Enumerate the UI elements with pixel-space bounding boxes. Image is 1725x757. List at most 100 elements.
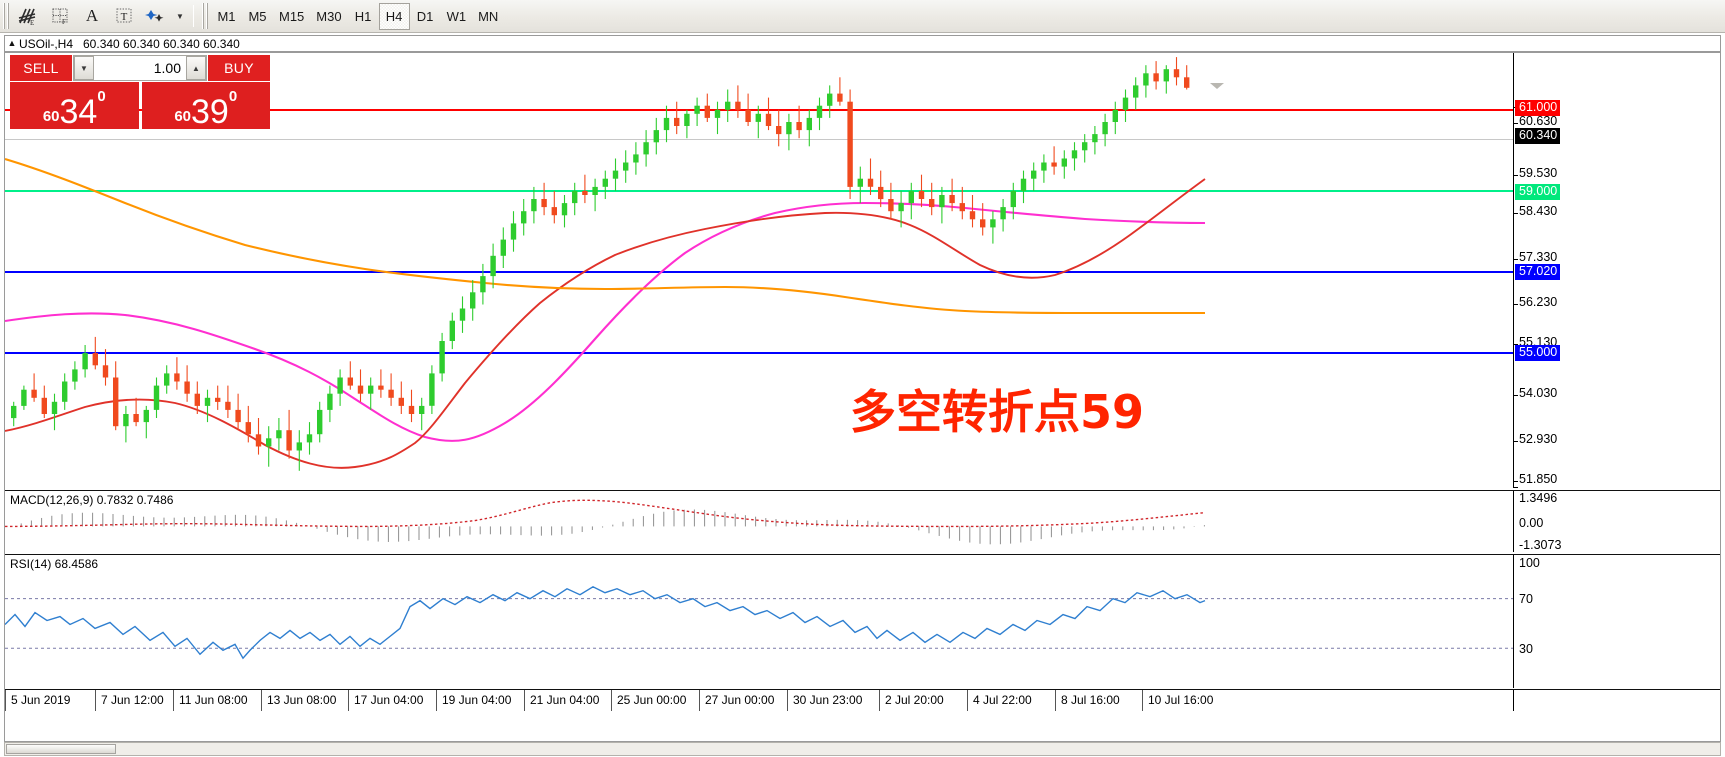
time-tick <box>1142 690 1143 711</box>
indicators-icon[interactable]: E <box>12 2 44 30</box>
time-tick <box>5 690 6 711</box>
sell-button[interactable]: SELL <box>10 55 72 81</box>
time-label-12: 8 Jul 16:00 <box>1061 693 1120 707</box>
macd-pane[interactable]: MACD(12,26,9) 0.7832 0.7486 1.3496 0.00 … <box>5 490 1720 552</box>
time-tick <box>1055 690 1056 711</box>
time-tick <box>787 690 788 711</box>
level-line-55 <box>5 352 1513 354</box>
time-label-4: 17 Jun 04:00 <box>354 693 424 707</box>
time-label-0: 5 Jun 2019 <box>11 693 71 707</box>
time-label-13: 10 Jul 16:00 <box>1148 693 1214 707</box>
price-scale-divider <box>1513 53 1514 487</box>
scrollbar-thumb[interactable] <box>6 744 116 754</box>
macd-label-top: 1.3496 <box>1519 491 1558 505</box>
text-label-icon[interactable]: T <box>108 2 140 30</box>
volume-up-icon[interactable]: ▲ <box>186 56 206 80</box>
timeframe-m5[interactable]: M5 <box>248 8 267 24</box>
price-label-5953: 59.530 <box>1519 166 1558 180</box>
level-line-61 <box>5 109 1513 111</box>
timeframe-grip[interactable] <box>202 3 209 29</box>
toolbar-grip[interactable] <box>3 3 10 29</box>
timeframe-d1[interactable]: D1 <box>416 8 434 24</box>
toolbar-divider <box>193 5 194 27</box>
text-tool-icon[interactable]: A <box>85 6 99 25</box>
price-label-61: 61.000 <box>1515 100 1561 117</box>
volume-input[interactable]: 1.00 <box>94 56 186 80</box>
price-label-5403: 54.030 <box>1519 386 1558 400</box>
volume-down-icon[interactable]: ▼ <box>74 56 94 80</box>
time-axis: 5 Jun 2019 7 Jun 12:00 11 Jun 08:00 13 Jun … <box>5 689 1720 711</box>
price-label-5623: 56.230 <box>1519 295 1558 309</box>
time-tick <box>967 690 968 711</box>
rsi-label-70: 70 <box>1519 592 1533 606</box>
timeframe-m15[interactable]: M15 <box>279 8 305 24</box>
rsi-scale-divider <box>1513 555 1514 688</box>
buy-price-quote[interactable]: 60 39 0 <box>141 82 270 129</box>
collapse-icon[interactable]: ▲ <box>7 38 17 48</box>
rsi-label-30: 30 <box>1519 642 1533 656</box>
candlestick-series <box>5 57 1206 471</box>
time-label-9: 30 Jun 23:00 <box>793 693 863 707</box>
macd-series <box>5 499 1206 545</box>
svg-text:E: E <box>30 19 34 26</box>
price-label-5733: 57.330 <box>1519 250 1558 264</box>
timeframe-m1[interactable]: M1 <box>217 8 236 24</box>
one-click-trade-panel[interactable]: SELL ▼ 1.00 ▲ BUY 60 34 0 60 39 0 <box>10 55 270 129</box>
macd-caption: MACD(12,26,9) 0.7832 0.7486 <box>10 493 174 507</box>
level-line-current <box>5 139 1513 140</box>
svg-text:F: F <box>62 18 66 25</box>
crosshair-icon[interactable]: F <box>44 2 76 30</box>
timeframe-h4[interactable]: H4 <box>378 2 410 30</box>
chart-caret-icon[interactable] <box>1210 83 1224 89</box>
price-label-5843: 58.430 <box>1519 204 1558 218</box>
sell-price-main: 34 <box>59 93 98 132</box>
macd-label-bot: -1.3073 <box>1519 538 1562 552</box>
svg-text:T: T <box>121 11 128 23</box>
buy-price-suffix: 0 <box>228 88 238 105</box>
price-label-59: 59.000 <box>1515 184 1561 201</box>
chart-annotation: 多空转折点59 <box>850 385 1145 439</box>
time-tick <box>261 690 262 711</box>
price-label-5293: 52.930 <box>1519 432 1558 446</box>
timeframe-mn[interactable]: MN <box>478 8 499 24</box>
timeframe-h1[interactable]: H1 <box>354 8 372 24</box>
time-label-6: 21 Jun 04:00 <box>530 693 600 707</box>
objects-dropdown-icon[interactable]: ▼ <box>176 11 184 21</box>
chart-container[interactable]: 61.000 60.630 60.340 59.530 59.000 58.43… <box>4 52 1721 742</box>
time-tick <box>95 690 96 711</box>
time-tick <box>879 690 880 711</box>
rsi-series <box>5 585 1513 660</box>
objects-icon[interactable] <box>140 2 172 30</box>
level-line-57 <box>5 271 1513 273</box>
price-pane[interactable]: 61.000 60.630 60.340 59.530 59.000 58.43… <box>5 53 1720 488</box>
sell-price-quote[interactable]: 60 34 0 <box>10 82 139 129</box>
buy-price-prefix: 60 <box>174 108 191 125</box>
time-label-3: 13 Jun 08:00 <box>267 693 337 707</box>
rsi-pane[interactable]: RSI(14) 68.4586 100 70 30 <box>5 554 1720 688</box>
timeframe-m30[interactable]: M30 <box>316 8 342 24</box>
price-label-6063: 60.630 <box>1519 114 1558 128</box>
horizontal-scrollbar[interactable] <box>4 742 1721 756</box>
timeframe-w1[interactable]: W1 <box>446 8 467 24</box>
trade-panel-controls[interactable]: SELL ▼ 1.00 ▲ BUY <box>10 55 270 81</box>
main-toolbar: E F A T ▼ M1 M5 M15 M30 H1 H4 D1 <box>0 0 1725 33</box>
time-scale-divider <box>1513 690 1514 711</box>
time-label-11: 4 Jul 22:00 <box>973 693 1032 707</box>
macd-scale-divider <box>1513 491 1514 552</box>
time-label-2: 11 Jun 08:00 <box>179 693 248 707</box>
time-tick <box>524 690 525 711</box>
sell-price-suffix: 0 <box>97 88 106 105</box>
time-label-5: 19 Jun 04:00 <box>442 693 512 707</box>
rsi-caption: RSI(14) 68.4586 <box>10 557 99 571</box>
volume-stepper[interactable]: ▼ 1.00 ▲ <box>73 55 207 81</box>
time-label-10: 2 Jul 20:00 <box>885 693 944 707</box>
macd-label-zero: 0.00 <box>1519 516 1544 530</box>
time-tick <box>699 690 700 711</box>
time-label-1: 7 Jun 12:00 <box>101 693 164 707</box>
rsi-label-100: 100 <box>1519 556 1540 570</box>
buy-button[interactable]: BUY <box>208 55 270 81</box>
symbol-quote-text: USOil-,H4 60.340 60.340 60.340 60.340 <box>19 36 240 51</box>
time-label-7: 25 Jun 00:00 <box>617 693 687 707</box>
time-tick <box>348 690 349 711</box>
trade-panel-quotes[interactable]: 60 34 0 60 39 0 <box>10 82 270 129</box>
